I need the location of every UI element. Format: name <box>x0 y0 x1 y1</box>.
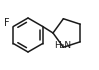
Text: F: F <box>4 18 10 28</box>
Text: H₂N: H₂N <box>54 41 71 49</box>
